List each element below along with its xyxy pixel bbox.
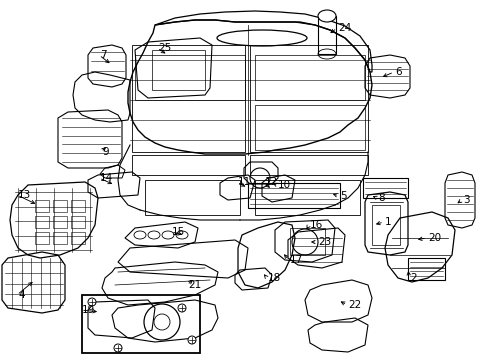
Text: 10: 10 xyxy=(278,180,290,190)
Text: 3: 3 xyxy=(462,195,468,205)
Text: 23: 23 xyxy=(317,237,330,247)
Text: 15: 15 xyxy=(172,227,185,237)
Text: 14: 14 xyxy=(100,173,113,183)
Text: 4: 4 xyxy=(18,290,24,300)
Text: 21: 21 xyxy=(187,280,201,290)
Text: 12: 12 xyxy=(264,177,278,187)
Circle shape xyxy=(178,304,185,312)
Text: 19: 19 xyxy=(82,305,95,315)
Text: 17: 17 xyxy=(289,255,303,265)
Text: 8: 8 xyxy=(377,193,384,203)
Circle shape xyxy=(187,336,196,344)
Bar xyxy=(82,295,200,353)
Text: 22: 22 xyxy=(347,300,361,310)
Text: 11: 11 xyxy=(238,177,251,187)
Text: 25: 25 xyxy=(158,43,171,53)
Text: 13: 13 xyxy=(18,190,31,200)
Text: 24: 24 xyxy=(337,23,350,33)
Text: 2: 2 xyxy=(409,273,416,283)
Text: 20: 20 xyxy=(427,233,440,243)
Text: 18: 18 xyxy=(267,273,281,283)
Circle shape xyxy=(88,298,96,306)
Text: 1: 1 xyxy=(384,217,391,227)
Ellipse shape xyxy=(317,10,335,22)
Text: 5: 5 xyxy=(339,191,346,201)
Text: 16: 16 xyxy=(309,220,323,230)
Circle shape xyxy=(114,344,122,352)
Text: 9: 9 xyxy=(102,147,108,157)
Bar xyxy=(317,16,335,54)
Text: 6: 6 xyxy=(394,67,401,77)
Text: 7: 7 xyxy=(100,50,106,60)
